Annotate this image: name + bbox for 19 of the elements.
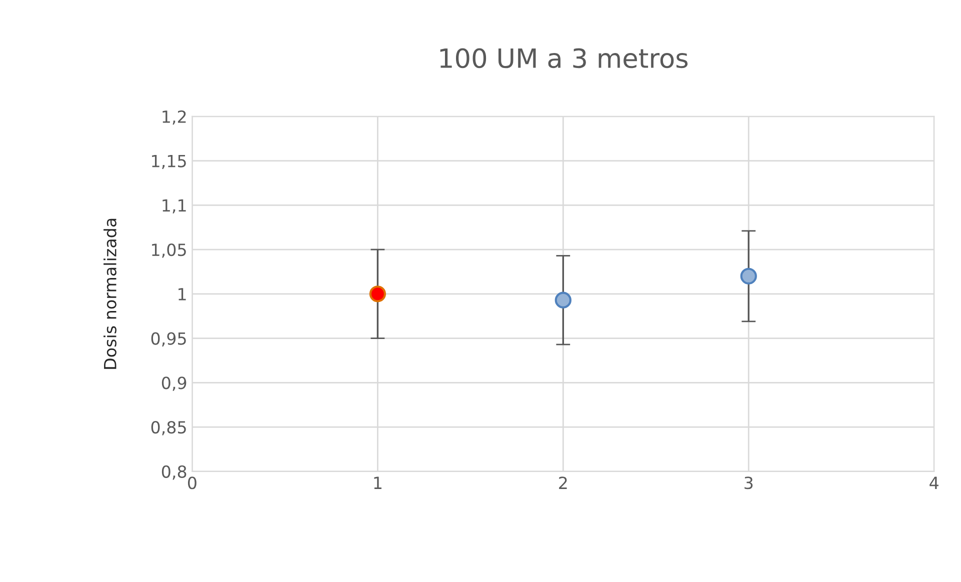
y-tick-label: 0,8 xyxy=(162,465,186,480)
y-tick-label: 1,1 xyxy=(162,199,186,214)
y-axis-title: Dosis normalizada xyxy=(104,218,116,369)
point xyxy=(554,292,572,308)
x-tick-label: 1 xyxy=(374,476,382,489)
point xyxy=(740,268,757,284)
y-tick-label: 0,9 xyxy=(162,376,186,391)
chart-title: 100 UM a 3 metros xyxy=(440,48,688,68)
x-tick-label: 0 xyxy=(188,476,196,490)
y-tick-label: 1 xyxy=(178,288,186,300)
y-tick-label: 1,2 xyxy=(162,110,186,125)
y-tick-label: 0,95 xyxy=(151,332,186,347)
x-tick-label: 3 xyxy=(744,476,753,490)
y-tick-label: 0,85 xyxy=(151,421,186,436)
x-tick-label: 2 xyxy=(559,476,567,489)
x-tick-label: 4 xyxy=(930,476,938,489)
point xyxy=(369,286,386,302)
y-tick-label: 1,15 xyxy=(152,154,186,170)
y-tick-label: 1,05 xyxy=(152,243,186,258)
